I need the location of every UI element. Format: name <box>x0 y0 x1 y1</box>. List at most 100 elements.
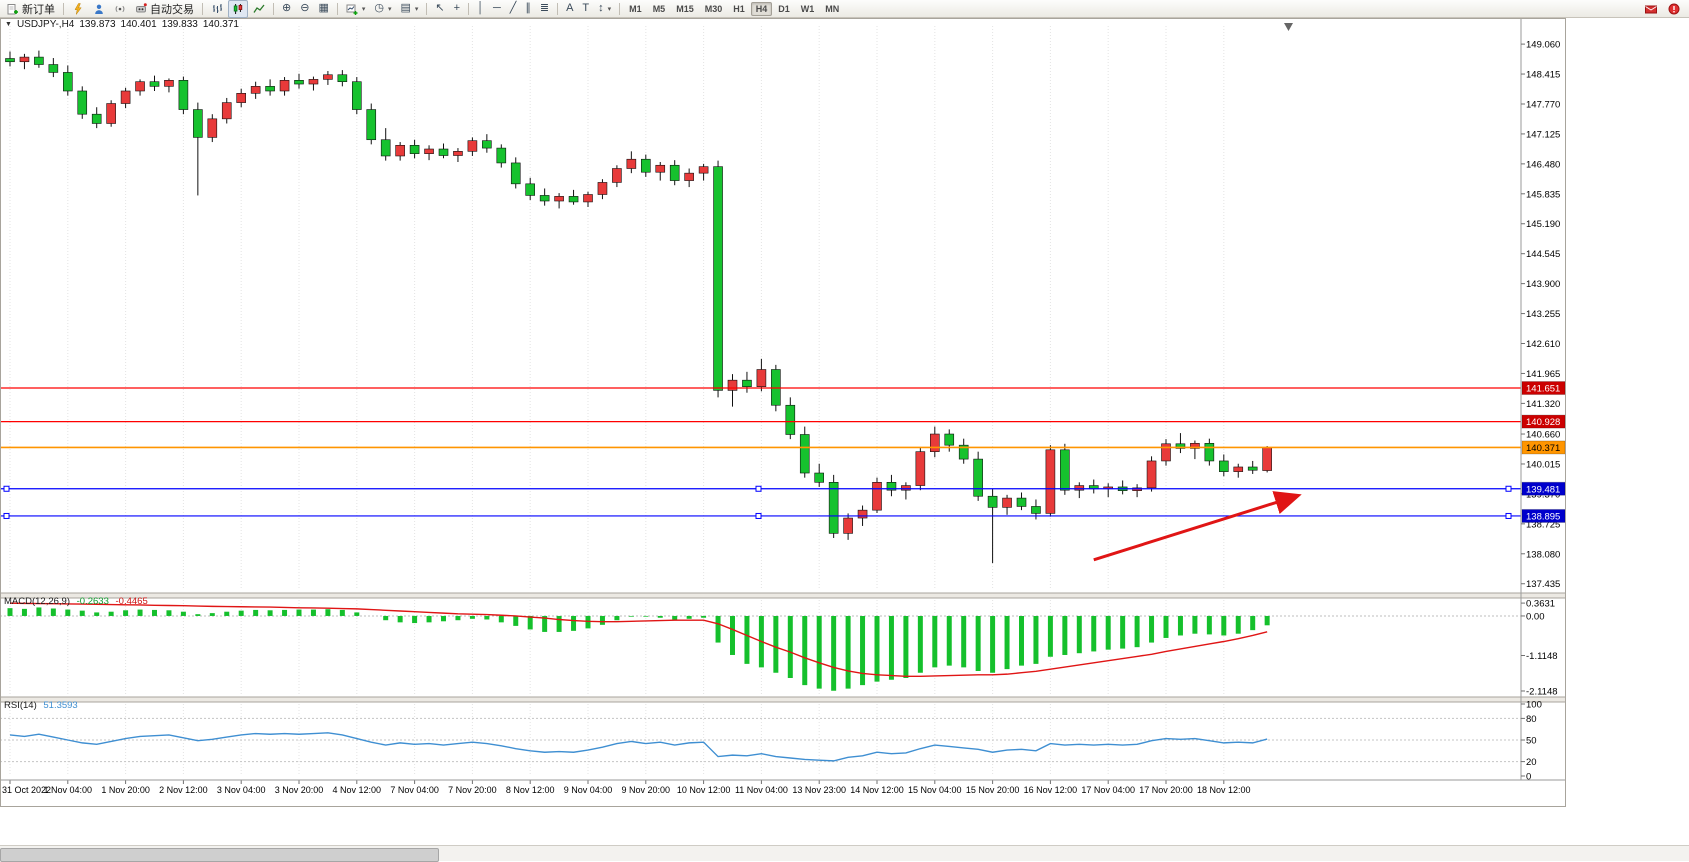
toolbar-separator <box>202 2 203 15</box>
tile-windows-button[interactable]: ▦ <box>314 0 332 18</box>
alert-button[interactable] <box>1664 0 1684 18</box>
svg-text:139.481: 139.481 <box>1526 484 1560 495</box>
svg-text:9 Nov 20:00: 9 Nov 20:00 <box>622 785 671 795</box>
horizontal-line-button[interactable]: ─ <box>489 0 505 18</box>
new-order-label: 新订单 <box>22 3 55 16</box>
candlestick-chart-button[interactable] <box>228 0 248 18</box>
zoom-in-button[interactable]: ⊕ <box>278 0 295 18</box>
timeframe-m15-button[interactable]: M15 <box>676 3 694 14</box>
svg-text:10 Nov 12:00: 10 Nov 12:00 <box>677 785 731 795</box>
svg-text:3 Nov 20:00: 3 Nov 20:00 <box>275 785 324 795</box>
svg-text:138.725: 138.725 <box>1526 519 1560 530</box>
metaeditor-button[interactable] <box>68 0 88 18</box>
svg-text:140.371: 140.371 <box>1526 443 1560 454</box>
timeframe-w1-button[interactable]: W1 <box>800 3 815 14</box>
periods-button[interactable]: ◷ ▾ <box>370 0 395 18</box>
zoom-out-button[interactable]: ⊖ <box>296 0 313 18</box>
arrows-icon: ↕ <box>598 2 604 14</box>
svg-text:147.125: 147.125 <box>1526 129 1560 140</box>
text-icon: A <box>566 2 574 14</box>
inbox-button[interactable] <box>1641 0 1661 18</box>
auto-trading-button[interactable]: 自动交易 <box>131 0 198 18</box>
zoom-out-icon: ⊖ <box>300 2 310 14</box>
trendline-button[interactable]: ╱ <box>506 0 521 18</box>
signals-button[interactable] <box>110 0 130 18</box>
community-button[interactable] <box>89 0 109 18</box>
timeframe-m30-button[interactable]: M30 <box>704 3 723 14</box>
svg-text:143.900: 143.900 <box>1526 279 1560 290</box>
dropdown-caret-icon: ▾ <box>607 5 612 13</box>
svg-text:0.3631: 0.3631 <box>1526 599 1555 610</box>
crosshair-button[interactable]: + <box>450 0 464 18</box>
svg-text:7 Nov 04:00: 7 Nov 04:00 <box>390 785 439 795</box>
svg-text:148.415: 148.415 <box>1526 70 1560 81</box>
svg-text:1 Nov 04:00: 1 Nov 04:00 <box>44 785 93 795</box>
svg-text:0.00: 0.00 <box>1526 611 1545 622</box>
svg-text:146.480: 146.480 <box>1526 159 1560 170</box>
vertical-line-icon: │ <box>477 2 484 14</box>
crosshair-icon: + <box>453 2 461 14</box>
svg-text:142.610: 142.610 <box>1526 339 1560 350</box>
channel-button[interactable]: ∥ <box>521 0 535 18</box>
signals-icon <box>115 5 125 12</box>
timeframe-h1-button[interactable]: H1 <box>733 3 745 14</box>
svg-text:137.435: 137.435 <box>1526 579 1560 590</box>
periods-clock-icon: ◷ <box>374 2 384 14</box>
auto-trading-icon <box>136 2 147 12</box>
svg-text:140.660: 140.660 <box>1526 430 1560 441</box>
tile-windows-icon: ▦ <box>318 2 329 14</box>
timeframe-h4-button[interactable]: H4 <box>750 1 773 16</box>
new-chart-icon <box>346 4 358 15</box>
svg-text:4 Nov 12:00: 4 Nov 12:00 <box>333 785 382 795</box>
lightning-icon <box>74 2 82 15</box>
one-click-trading-toggle-icon[interactable]: ▼ <box>5 21 12 28</box>
toolbar-separator <box>273 2 274 15</box>
new-order-icon <box>7 3 18 14</box>
fibonacci-icon: ≣ <box>539 2 550 14</box>
svg-text:144.545: 144.545 <box>1526 249 1560 260</box>
text-label-button[interactable]: T <box>578 0 593 18</box>
svg-text:2 Nov 12:00: 2 Nov 12:00 <box>159 785 208 795</box>
bar-chart-button[interactable] <box>207 0 227 18</box>
toolbar-separator <box>557 2 559 15</box>
svg-text:141.651: 141.651 <box>1526 384 1560 395</box>
arrows-button[interactable]: ↕ ▾ <box>594 0 615 18</box>
svg-text:3 Nov 04:00: 3 Nov 04:00 <box>217 785 266 795</box>
timeframe-m1-button[interactable]: M1 <box>629 3 642 14</box>
svg-text:-1.1148: -1.1148 <box>1526 651 1558 662</box>
svg-text:11 Nov 04:00: 11 Nov 04:00 <box>735 785 788 795</box>
bar-chart-icon <box>213 3 222 13</box>
workspace: 31 Oct 2022 1 Nov 04:00 1 Nov 20:00 2 Nov 1… <box>0 18 1689 845</box>
timeframe-m5-button[interactable]: M5 <box>652 3 666 14</box>
toolbar-separator <box>336 2 338 15</box>
vertical-line-button[interactable]: │ <box>473 0 488 18</box>
svg-text:100: 100 <box>1526 700 1542 711</box>
new-chart-button[interactable]: ▾ <box>342 0 370 18</box>
svg-text:17 Nov 20:00: 17 Nov 20:00 <box>1139 785 1193 795</box>
svg-text:140.015: 140.015 <box>1526 459 1560 470</box>
svg-text:138.080: 138.080 <box>1526 549 1560 560</box>
svg-text:141.965: 141.965 <box>1526 369 1560 380</box>
svg-text:20: 20 <box>1526 757 1537 768</box>
timeframe-d1-button[interactable]: D1 <box>778 3 790 14</box>
svg-text:7 Nov 20:00: 7 Nov 20:00 <box>448 785 497 795</box>
toolbar-right-group <box>1641 0 1686 18</box>
horizontal-scrollbar-thumb[interactable] <box>0 848 439 862</box>
templates-button[interactable]: ▤ ▾ <box>396 0 422 18</box>
svg-text:0: 0 <box>1526 772 1531 783</box>
cursor-button[interactable]: ↖ <box>431 0 448 18</box>
svg-text:9 Nov 04:00: 9 Nov 04:00 <box>564 785 613 795</box>
toolbar-separator <box>63 2 64 15</box>
horizontal-scrollbar[interactable] <box>0 845 1689 862</box>
svg-text:138.895: 138.895 <box>1526 511 1560 522</box>
new-order-button[interactable]: 新订单 <box>3 0 59 18</box>
fibonacci-button[interactable]: ≣ <box>536 0 553 18</box>
svg-text:143.255: 143.255 <box>1526 309 1560 320</box>
toolbar-separator <box>619 2 621 15</box>
timeframe-mn-button[interactable]: MN <box>825 3 840 14</box>
dropdown-caret-icon: ▾ <box>387 5 392 13</box>
text-button[interactable]: A <box>562 0 577 18</box>
line-chart-button[interactable] <box>249 0 269 18</box>
candlestick-chart-icon <box>233 3 243 14</box>
